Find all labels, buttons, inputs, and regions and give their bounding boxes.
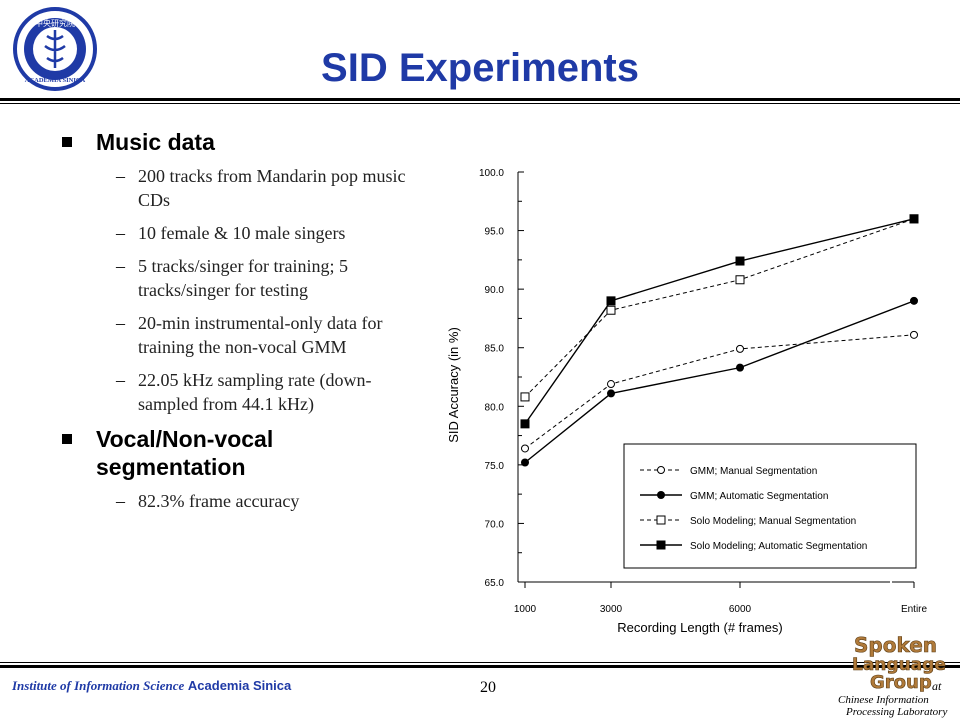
x-tick-label: 6000: [729, 604, 752, 615]
series-line-2: [524, 300, 915, 464]
y-tick-label: 95.0: [485, 227, 505, 238]
academia-sinica-logo: 中央研究院 ACADEMIA SINICA: [12, 6, 98, 92]
data-point: [520, 419, 530, 429]
sub-bullet: –20-min instrumental-only data for train…: [62, 311, 422, 359]
y-tick-label: 75.0: [485, 461, 505, 472]
data-point: [606, 296, 616, 306]
bullet-square-icon: [62, 137, 72, 147]
footer-academia: Academia Sinica: [187, 678, 292, 693]
bullet-segmentation: Vocal/Non-vocal segmentation: [62, 425, 422, 481]
sub-bullet-text: 22.05 kHz sampling rate (down-sampled fr…: [138, 370, 372, 414]
y-tick-label: 90.0: [485, 285, 505, 296]
sub-bullet-text: 82.3% frame accuracy: [138, 491, 300, 511]
data-point: [735, 256, 745, 266]
sub-bullet: –10 female & 10 male singers: [62, 221, 422, 245]
logo-lab-line2: Processing Laboratory: [845, 706, 947, 718]
legend-marker: [656, 515, 666, 525]
footer-text: Institute of Information Science Academi…: [12, 678, 291, 694]
y-tick-label: 65.0: [485, 578, 505, 589]
legend-label: GMM; Automatic Segmentation: [690, 491, 828, 502]
dash-icon: –: [116, 313, 125, 333]
title-divider: [0, 98, 960, 104]
bullet-list: Music data –200 tracks from Mandarin pop…: [62, 128, 422, 522]
series-line-4: [524, 218, 915, 425]
y-axis-title: SID Accuracy (in %): [446, 327, 461, 443]
page-number: 20: [480, 679, 496, 696]
data-point: [520, 392, 530, 402]
sub-bullet: –200 tracks from Mandarin pop music CDs: [62, 164, 422, 212]
x-tick-label: 3000: [600, 604, 623, 615]
dash-icon: –: [116, 491, 125, 511]
bullet-square-icon: [62, 434, 72, 444]
sub-bullet: –22.05 kHz sampling rate (down-sampled f…: [62, 368, 422, 416]
data-point: [910, 296, 918, 305]
data-point: [607, 380, 615, 389]
data-point: [521, 444, 529, 453]
sub-bullet-text: 20-min instrumental-only data for traini…: [138, 313, 383, 357]
logo-chinese-text: 中央研究院: [35, 18, 75, 28]
y-tick-label: 80.0: [485, 402, 505, 413]
dash-icon: –: [116, 166, 125, 186]
logo-at: at: [932, 679, 942, 693]
logo-lab-line1: Chinese Information: [838, 694, 929, 706]
bullet-label: Vocal/Non-vocal segmentation: [96, 426, 274, 480]
x-tick-label: Entire: [901, 604, 928, 615]
logo-line-language: Language: [852, 655, 946, 675]
dash-icon: –: [116, 370, 125, 390]
data-point: [736, 363, 744, 372]
chart-svg: SID Accuracy (in %) Recording Length (# …: [446, 168, 928, 635]
data-point: [735, 275, 745, 285]
data-point: [909, 214, 919, 224]
footer-institute: Institute of Information Science: [12, 678, 185, 693]
sid-accuracy-chart: SID Accuracy (in %) Recording Length (# …: [430, 150, 950, 650]
logo-line-group: Group: [870, 672, 932, 693]
legend-label: GMM; Manual Segmentation: [690, 466, 817, 477]
legend-marker: [657, 466, 665, 474]
legend-label: Solo Modeling; Manual Segmentation: [690, 516, 856, 527]
data-point: [736, 344, 744, 353]
data-point: [606, 305, 616, 315]
data-point: [521, 458, 529, 467]
legend-marker: [657, 491, 665, 499]
sub-bullet: –82.3% frame accuracy: [62, 489, 422, 513]
x-axis-title: Recording Length (# frames): [617, 620, 782, 635]
dash-icon: –: [116, 256, 125, 276]
sub-bullet-text: 5 tracks/singer for training; 5 tracks/s…: [138, 256, 348, 300]
footer-divider: [0, 662, 960, 668]
bullet-label: Music data: [96, 129, 215, 155]
slide-title: SID Experiments: [321, 46, 639, 90]
dash-icon: –: [116, 223, 125, 243]
sub-bullet: –5 tracks/singer for training; 5 tracks/…: [62, 254, 422, 302]
series-line-1: [524, 334, 915, 449]
logo-line-spoken: Spoken: [854, 633, 937, 657]
legend-box: [623, 443, 917, 569]
spoken-language-group-logo: Spoken Language Group at Chinese Informa…: [832, 630, 956, 718]
series-line-3: [524, 218, 915, 398]
logo-caption: ACADEMIA SINICA: [25, 77, 86, 84]
y-tick-label: 70.0: [485, 519, 505, 530]
data-point: [910, 330, 918, 339]
legend-marker: [656, 540, 666, 550]
sub-bullet-text: 200 tracks from Mandarin pop music CDs: [138, 166, 406, 210]
data-point: [607, 389, 615, 398]
x-tick-label: 1000: [514, 604, 537, 615]
y-tick-label: 85.0: [485, 344, 505, 355]
sub-bullet-text: 10 female & 10 male singers: [138, 223, 346, 243]
legend-label: Solo Modeling; Automatic Segmentation: [690, 541, 867, 552]
y-tick-label: 100.0: [479, 168, 504, 179]
bullet-music-data: Music data: [62, 128, 422, 156]
